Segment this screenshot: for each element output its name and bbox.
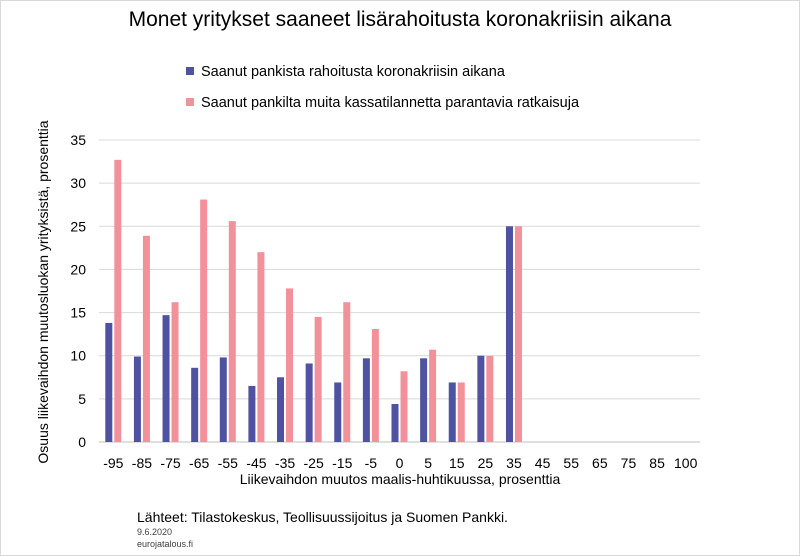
bar-bank-financing [162,315,170,442]
x-tick-label: 65 [592,455,608,471]
bar-other-solutions [429,349,437,442]
y-tick-label: 20 [70,261,86,277]
x-tick-label: 100 [674,455,698,471]
x-tick-label: 25 [478,455,494,471]
x-tick-label: 5 [424,455,432,471]
y-tick-label: 25 [70,218,86,234]
legend-label-bank-financing: Saanut pankista rahoitusta koronakriisin… [201,64,505,80]
x-tick-label: -85 [132,455,152,471]
x-tick-label: 75 [621,455,637,471]
x-tick-label: -75 [160,455,180,471]
bar-other-solutions [514,226,522,442]
x-tick-label: -45 [246,455,266,471]
bar-other-solutions [114,159,122,443]
y-tick-label: 35 [70,132,86,148]
legend-label-other-solutions: Saanut pankilta muita kassatilannetta pa… [201,95,580,111]
bar-other-solutions [314,316,322,442]
source-note: Lähteet: Tilastokeskus, Teollisuussijoit… [137,509,508,525]
bar-bank-financing [334,382,342,442]
bar-other-solutions [371,328,379,442]
bar-other-solutions [171,302,179,442]
x-tick-label: -35 [275,455,295,471]
x-tick-label: 45 [535,455,551,471]
publish-date: 9.6.2020 [137,527,173,537]
bar-other-solutions [457,382,465,442]
x-tick-label: 0 [396,455,404,471]
bar-bank-financing [248,385,256,442]
bar-other-solutions [343,302,351,442]
x-tick-label: 85 [649,455,665,471]
y-tick-label: 0 [78,434,86,450]
y-tick-label: 10 [70,348,86,364]
bar-bank-financing [505,226,513,442]
x-tick-label: -65 [189,455,209,471]
x-tick-label: 35 [506,455,522,471]
bar-bank-financing [420,358,428,442]
legend-item-other-solutions: Saanut pankilta muita kassatilannetta pa… [186,95,579,111]
bar-bank-financing [477,355,485,442]
bar-bank-financing [305,363,313,442]
bar-other-solutions [286,288,294,442]
bar-bank-financing [133,356,141,442]
bar-bank-financing [391,404,399,442]
legend-swatch-other-solutions [186,98,194,106]
x-tick-label: -5 [365,455,378,471]
site-name: eurojatalous.fi [137,539,194,549]
x-tick-label: -15 [332,455,352,471]
x-tick-label: -25 [304,455,324,471]
bar-bank-financing [191,367,199,442]
bar-other-solutions [257,252,265,442]
bar-bank-financing [448,382,456,442]
y-axis-label: Osuus liikevaihdon muutosluokan yrityksi… [35,120,51,464]
y-tick-label: 15 [70,305,86,321]
x-tick-label: 15 [449,455,465,471]
bar-bank-financing [219,357,227,442]
chart-title: Monet yritykset saaneet lisärahoitusta k… [128,8,672,31]
legend-item-bank-financing: Saanut pankista rahoitusta koronakriisin… [186,64,505,80]
bar-other-solutions [486,355,494,442]
bar-other-solutions [400,371,408,442]
bar-bank-financing [105,322,113,442]
bar-other-solutions [228,221,236,442]
bar-bank-financing [362,358,370,442]
x-tick-label: 55 [563,455,579,471]
x-tick-label: -55 [218,455,238,471]
bar-other-solutions [142,235,150,442]
y-tick-label: 30 [70,175,86,191]
bar-other-solutions [200,199,208,442]
bar-bank-financing [277,377,285,442]
x-tick-label: -95 [103,455,123,471]
x-axis-label: Liikevaihdon muutos maalis-huhtikuussa, … [239,471,561,487]
y-tick-label: 5 [78,391,86,407]
legend-swatch-bank-financing [186,67,194,75]
